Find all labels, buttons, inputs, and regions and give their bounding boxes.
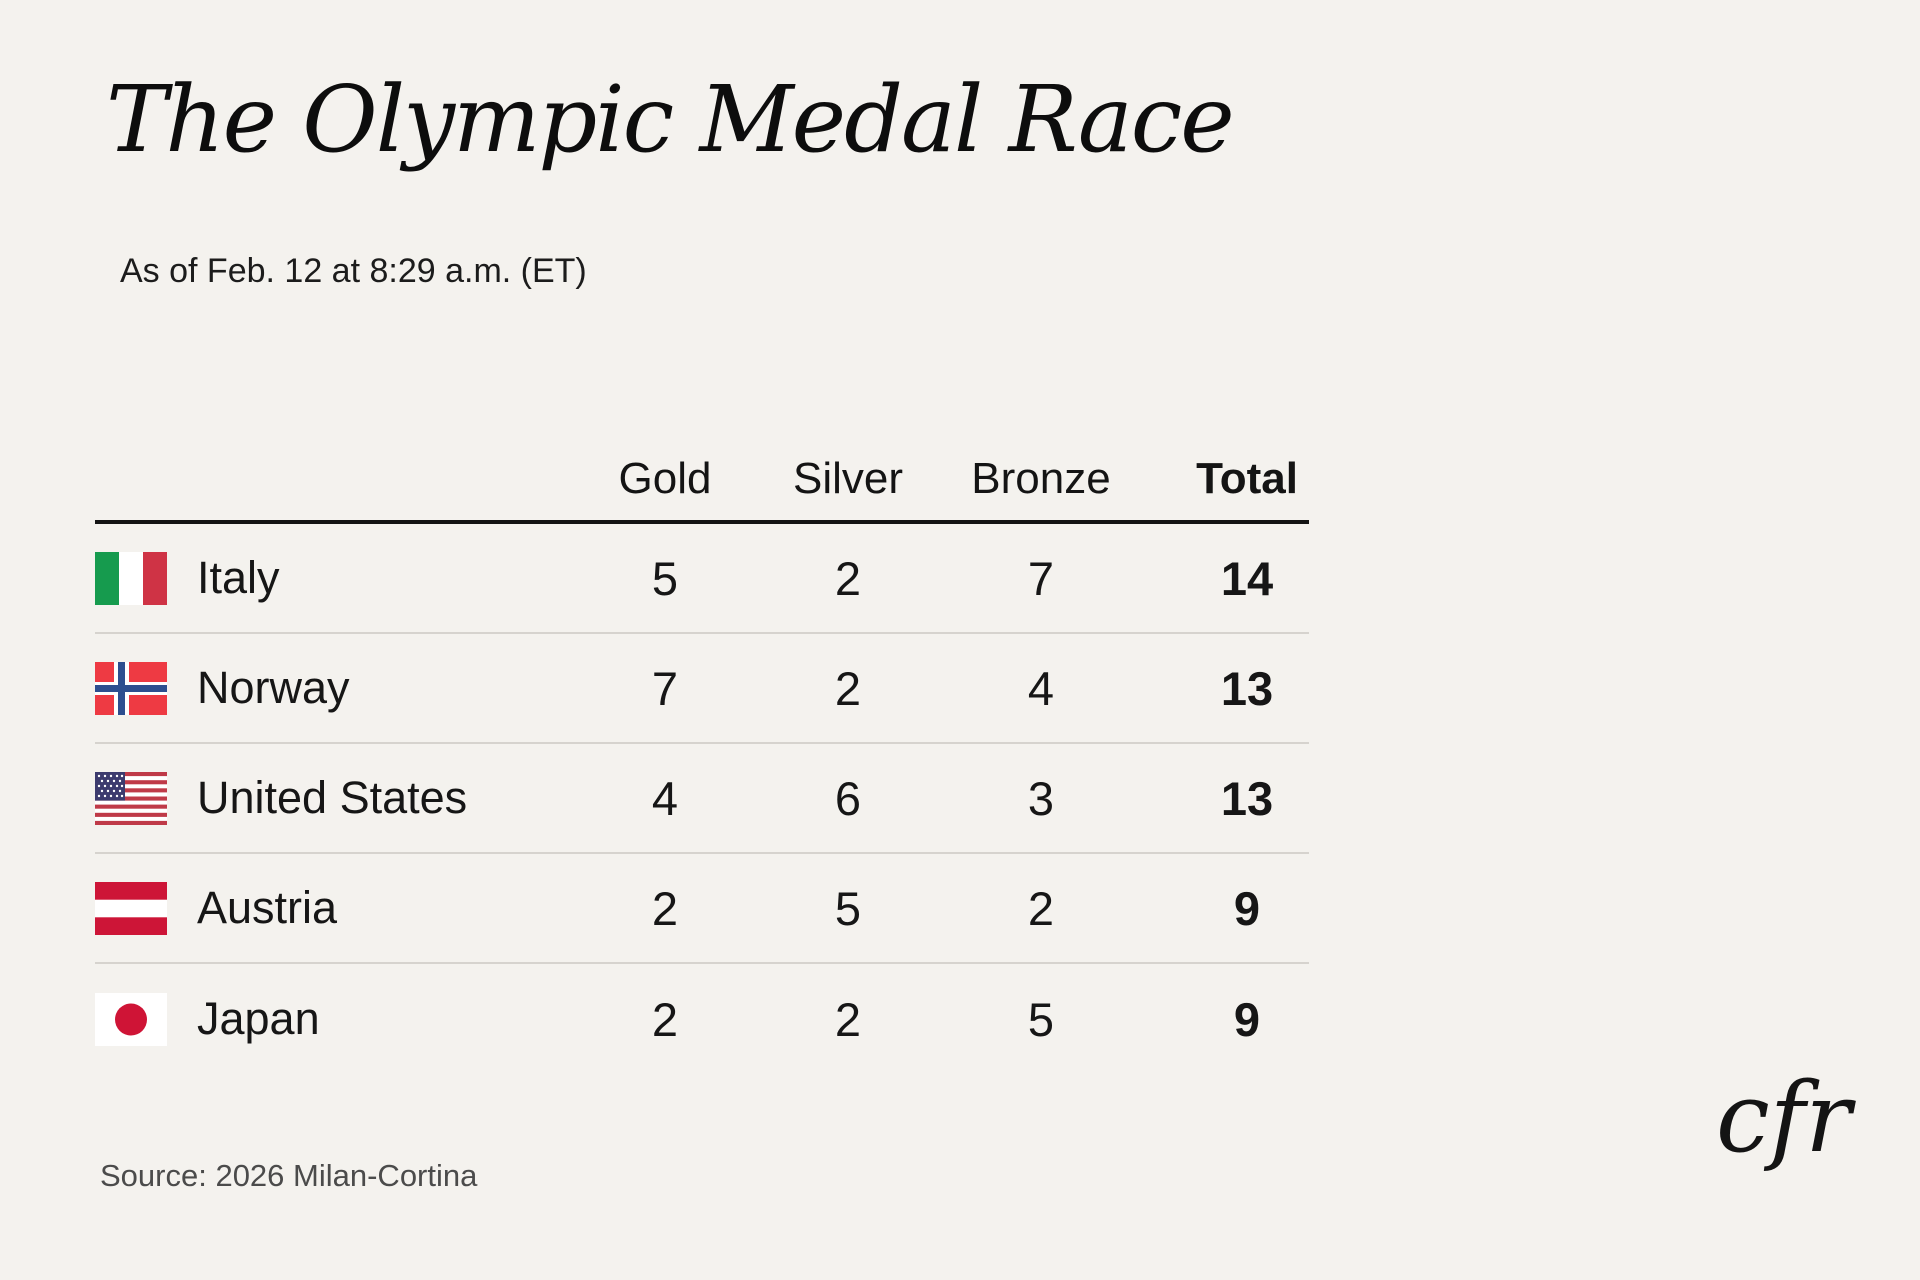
silver-count: 2 [834, 551, 862, 605]
country-cell: Austria [95, 881, 575, 935]
italy-flag-icon [95, 551, 167, 605]
bronze-count: 4 [1027, 661, 1055, 715]
country-cell: Japan [95, 992, 575, 1046]
table-row-norway: Norway 7 2 4 13 [95, 634, 1309, 744]
cfr-logo: cfr [1716, 1062, 1852, 1174]
gold-count: 2 [651, 881, 679, 935]
japan-flag-icon [95, 992, 167, 1046]
silver-count: 5 [834, 881, 862, 935]
total-count: 14 [1220, 551, 1274, 605]
silver-count: 2 [834, 992, 862, 1046]
country-cell: Norway [95, 661, 575, 715]
table-body: Italy 5 2 7 14 Norway 7 [95, 520, 1309, 1074]
medal-table: Gold Silver Bronze Total Italy 5 2 7 14 [95, 362, 1309, 1074]
table-row-japan: Japan 2 2 5 9 [95, 964, 1309, 1074]
page-title: The Olympic Medal Race [106, 66, 1235, 173]
gold-count: 5 [651, 551, 679, 605]
silver-count: 2 [834, 661, 862, 715]
table-row-italy: Italy 5 2 7 14 [95, 524, 1309, 634]
country-cell: Italy [95, 551, 575, 605]
country-name: Norway [197, 662, 350, 713]
column-header-silver: Silver [792, 454, 904, 503]
total-count: 13 [1220, 771, 1274, 825]
country-name: United States [197, 772, 468, 823]
table-row-united-states: United States 4 6 3 13 [95, 744, 1309, 854]
table-header-row: Gold Silver Bronze Total [95, 416, 1309, 520]
gold-count: 2 [651, 992, 679, 1046]
bronze-count: 3 [1027, 771, 1055, 825]
gold-count: 4 [651, 771, 679, 825]
gold-count: 7 [651, 661, 679, 715]
bronze-count: 5 [1027, 992, 1055, 1046]
country-name: Japan [197, 993, 320, 1044]
column-header-bronze: Bronze [971, 454, 1111, 503]
column-header-total: Total [1196, 454, 1298, 503]
silver-count: 6 [834, 771, 862, 825]
bronze-count: 7 [1027, 551, 1055, 605]
united-states-flag-icon [95, 771, 167, 825]
bronze-count: 2 [1027, 881, 1055, 935]
austria-flag-icon [95, 881, 167, 935]
country-name: Austria [197, 882, 338, 933]
table-row-austria: Austria 2 5 2 9 [95, 854, 1309, 964]
medal-dot-legend [95, 362, 1309, 416]
source-note: Source: 2026 Milan-Cortina [100, 1158, 478, 1193]
timestamp-subtitle: As of Feb. 12 at 8:29 a.m. (ET) [120, 252, 587, 290]
column-header-gold: Gold [618, 454, 712, 503]
norway-flag-icon [95, 661, 167, 715]
total-count: 9 [1233, 992, 1261, 1046]
country-cell: United States [95, 771, 575, 825]
total-count: 9 [1233, 881, 1261, 935]
total-count: 13 [1220, 661, 1274, 715]
country-name: Italy [197, 552, 280, 603]
